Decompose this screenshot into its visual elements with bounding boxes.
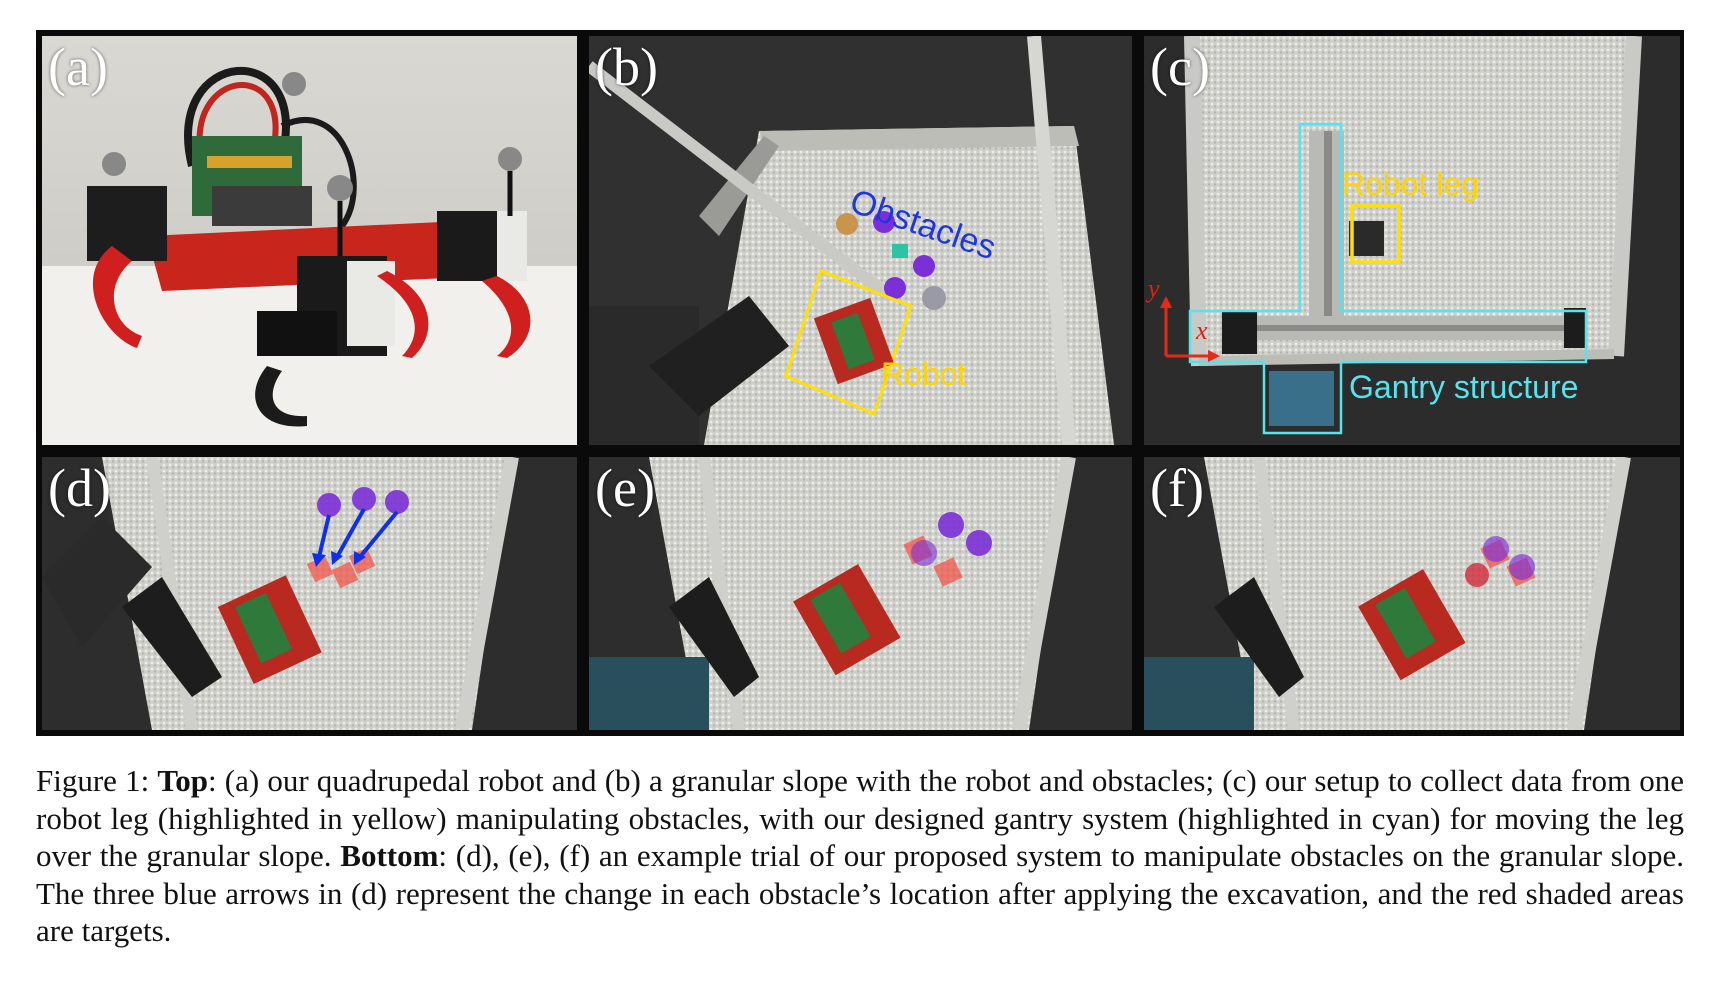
- slope-photo: [589, 36, 1132, 445]
- panel-label-c: (c): [1150, 37, 1210, 97]
- figure-caption: Figure 1: Top: (a) our quadrupedal robot…: [36, 762, 1684, 950]
- gantry-structure-annotation: Gantry structure: [1349, 369, 1579, 405]
- panel-label-a: (a): [48, 37, 108, 97]
- panel-e-trial-photo: (e): [589, 457, 1132, 730]
- panel-c-gantry-photo: (c) Robot leg Gantry structure y x: [1144, 36, 1680, 445]
- trial-photo-f: [1144, 457, 1680, 730]
- panel-label-b: (b): [595, 37, 658, 97]
- panel-label-e: (e): [595, 458, 655, 518]
- trial-photo-e: [589, 457, 1132, 730]
- axis-y-label: y: [1148, 274, 1160, 303]
- panel-d-trial-photo: (d): [42, 457, 577, 730]
- panel-label-f: (f): [1150, 458, 1204, 518]
- panel-b-slope-photo: (b) Obstacles Robot: [589, 36, 1132, 445]
- robot-photo: [42, 36, 577, 445]
- trial-photo-d: [42, 457, 577, 730]
- axis-x-label: x: [1196, 316, 1208, 345]
- caption-top-text: : (a) our quadrupedal robot and (b) a gr…: [36, 763, 1684, 873]
- robot-annotation: Robot: [881, 356, 967, 392]
- caption-bottom-text: : (d), (e), (f) an example trial of our …: [36, 838, 1684, 948]
- panel-f-trial-photo: (f): [1144, 457, 1680, 730]
- caption-top-label: Top: [157, 763, 208, 798]
- panel-a-robot-photo: (a): [42, 36, 577, 445]
- figure-1: (a): [36, 30, 1684, 736]
- panel-label-d: (d): [48, 458, 111, 518]
- robot-leg-annotation: Robot leg: [1342, 166, 1479, 202]
- caption-prefix: Figure 1:: [36, 763, 158, 798]
- caption-bottom-label: Bottom: [340, 838, 439, 873]
- gantry-photo: [1144, 36, 1680, 445]
